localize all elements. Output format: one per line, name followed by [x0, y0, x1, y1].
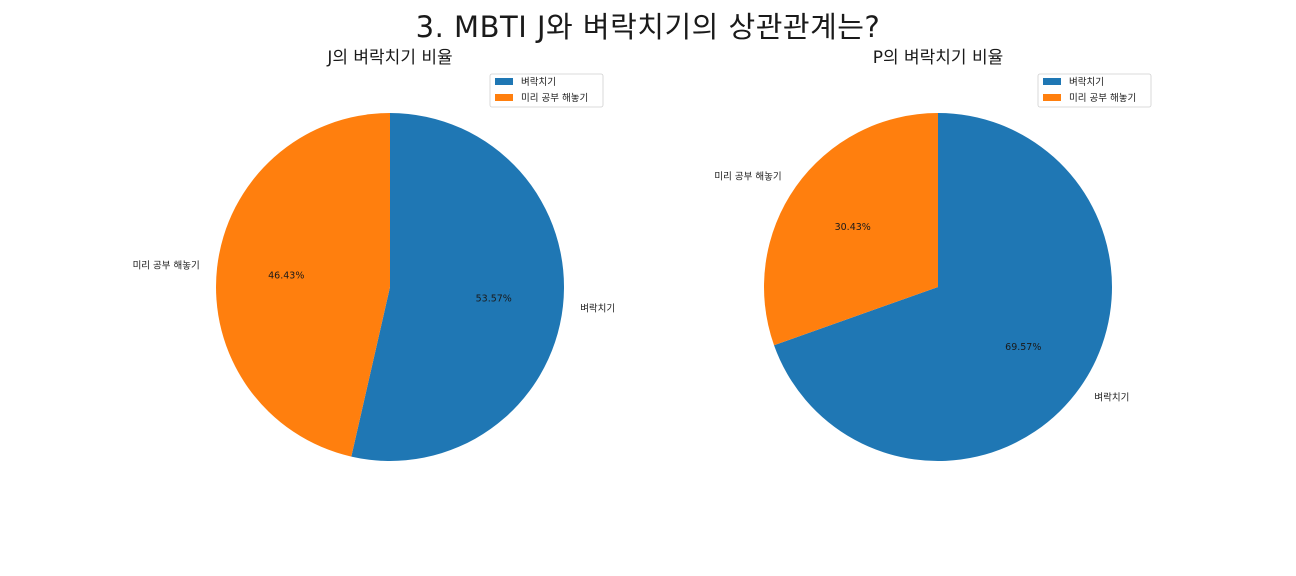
figure-title: 3. MBTI J와 벼락치기의 상관관계는?	[415, 10, 881, 44]
pct-label-j-0: 53.57%	[476, 294, 512, 305]
legend-label-p-0: 벼락치기	[1069, 76, 1104, 88]
legend-j: 벼락치기 미리 공부 해놓기	[489, 73, 604, 108]
slice-label-j-0: 벼락치기	[580, 302, 615, 314]
legend-swatch-j-0	[495, 78, 513, 85]
chart-title-p: P의 벼락치기 비율	[873, 48, 1004, 68]
slice-label-p-1: 미리 공부 해놓기	[714, 171, 781, 183]
legend-swatch-p-1	[1043, 94, 1061, 101]
legend-label-j-1: 미리 공부 해놓기	[521, 92, 588, 104]
legend-swatch-p-0	[1043, 78, 1061, 85]
pie-slice-j-0	[351, 113, 565, 461]
pct-label-j-1: 46.43%	[268, 270, 304, 281]
slice-label-j-1: 미리 공부 해놓기	[133, 260, 200, 272]
legend-label-p-1: 미리 공부 해놓기	[1069, 92, 1136, 104]
pie-chart-j: J의 벼락치기 비율 벼락치기 미리 공부 해놓기 53.57% 46.43% …	[133, 48, 615, 461]
slice-label-p-0: 벼락치기	[1094, 391, 1129, 403]
chart-title-j: J의 벼락치기 비율	[326, 48, 452, 68]
pie-slice-j-1	[216, 113, 390, 457]
legend-label-j-0: 벼락치기	[521, 76, 556, 88]
pie-chart-p: P의 벼락치기 비율 벼락치기 미리 공부 해놓기 69.57% 30.43% …	[714, 48, 1152, 461]
pct-label-p-0: 69.57%	[1005, 342, 1041, 353]
legend-p: 벼락치기 미리 공부 해놓기	[1037, 73, 1152, 108]
pct-label-p-1: 30.43%	[835, 222, 871, 233]
legend-swatch-j-1	[495, 94, 513, 101]
pie-slice-p-0	[774, 112, 1113, 461]
pie-slice-p-1	[764, 113, 938, 346]
legend-box-p	[1037, 73, 1152, 108]
legend-box-j	[489, 73, 604, 108]
